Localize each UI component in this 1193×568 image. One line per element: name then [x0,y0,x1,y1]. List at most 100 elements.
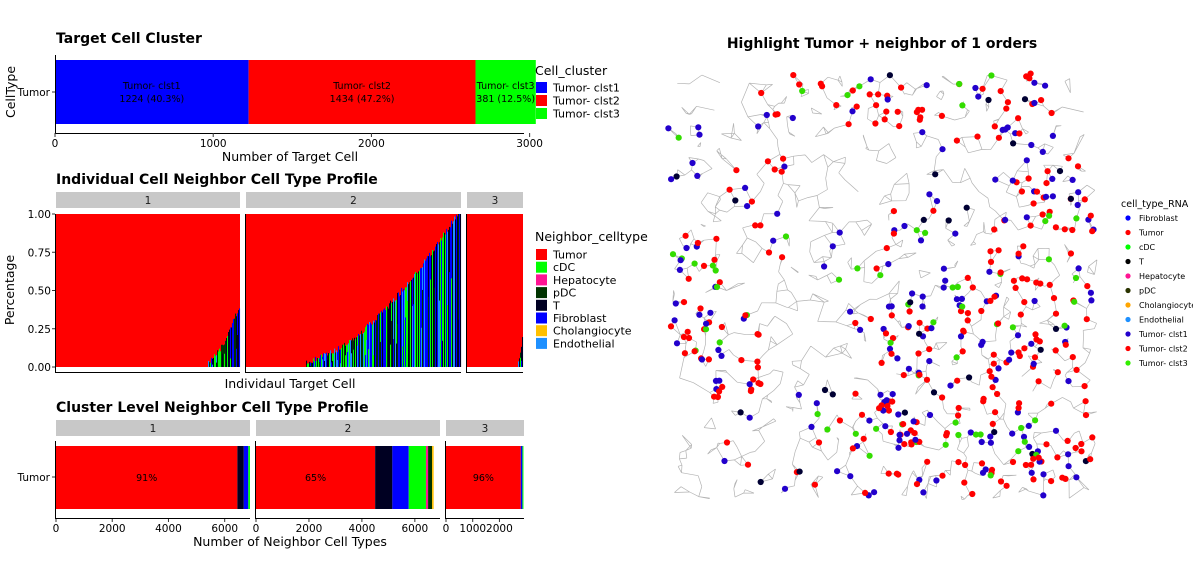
network-point [1004,124,1011,131]
network-point [995,365,1002,372]
network-point [994,390,1001,398]
neighbor-bar [377,315,379,367]
network-point [889,398,896,405]
facet-1: 1 [55,192,241,373]
neighbor-bar [314,360,316,367]
neighbor-bar [364,331,366,367]
neighbor-bar [427,256,429,367]
legend-label: Endothelial [1139,316,1184,325]
network-point [1031,354,1039,361]
network-point [796,81,803,88]
network-point [930,319,937,326]
legend-key [1125,244,1131,250]
network-point [1050,295,1058,302]
network-point [1032,331,1039,338]
network-point [677,257,684,264]
network-point [718,323,726,331]
network-point [962,461,969,469]
network-point [1023,157,1030,164]
network-point [795,391,802,398]
network-point [772,111,779,118]
network-point [1025,422,1032,429]
neighbor-bar [349,356,351,367]
target-cluster-panel: Target Cell Cluster CellType Tumor Tumor… [3,31,620,164]
legend-label: Hepatocyte [1139,272,1185,281]
network-point [1088,297,1095,304]
network-point [916,319,923,326]
neighbor-bar [366,339,368,367]
neighbor-bar [369,321,371,367]
neighbor-bar [331,362,333,367]
x-tick-label: 2000 [99,523,126,535]
percent-label: 96% [473,473,494,484]
neighbor-bar [428,296,430,367]
network-point [919,303,926,310]
neighbor-bar [416,272,418,367]
network-point [1042,193,1050,200]
network-point [691,348,698,355]
bar-label-name: Tumor- clst3 [476,81,535,92]
neighbor-bar [435,246,437,367]
network-point [986,268,993,275]
network-point [992,376,999,383]
neighbor-bar [447,231,449,367]
y-tick-label: 0.50 [28,286,51,298]
network-point [834,468,841,475]
neighbor-bar [329,353,331,367]
network-point [980,398,987,405]
network-point [1006,356,1013,363]
network-point [665,125,672,132]
network-point [1073,366,1080,373]
network-point [824,426,831,433]
network-point [856,83,863,90]
network-point [1015,404,1022,412]
network-point [1067,250,1074,257]
network-point [707,309,714,316]
network-point [1009,458,1017,466]
neighbor-bar [445,234,447,367]
network-point [964,310,972,317]
network-point [705,356,713,363]
network-point [1028,340,1035,347]
facet-strip-label: 3 [492,195,499,207]
neighbor-bar [212,358,214,367]
network-point [1030,360,1037,367]
neighbor-bar [390,344,392,367]
network-point [1009,177,1016,184]
segment-hepatocyte [425,446,429,509]
x-tick-label: 10002000 [459,523,512,535]
legend-key [536,337,547,349]
network-point [890,208,898,215]
facet-2: 2 65% 0 2000 4000 6000 [253,420,440,535]
network-point [738,357,745,364]
network-point [718,352,725,359]
network-point [979,338,986,345]
network-point [953,354,960,361]
network-point [939,146,946,153]
network-point [955,404,962,412]
neighbor-bar [334,348,336,367]
neighbor-bar [337,352,339,367]
network-point [901,409,909,416]
network-point [888,303,895,310]
neighbor-bar [323,360,325,367]
neighbor-bar [451,278,453,367]
network-point [1082,398,1089,405]
network-point [815,439,823,446]
network-point [1009,324,1017,331]
network-point [1014,332,1022,339]
network-point [689,159,696,167]
network-point [997,269,1004,276]
neighbor-bar [411,309,413,367]
neighbor-bar [419,270,421,367]
neighbor-bar [219,348,221,367]
network-point [716,279,723,286]
network-point [872,120,879,127]
bar-label-name: Tumor- clst2 [332,81,391,92]
network-point [691,260,698,267]
neighbor-bar [236,316,238,367]
neighbor-bar [237,335,239,367]
network-point [845,121,852,128]
network-point [947,382,954,389]
